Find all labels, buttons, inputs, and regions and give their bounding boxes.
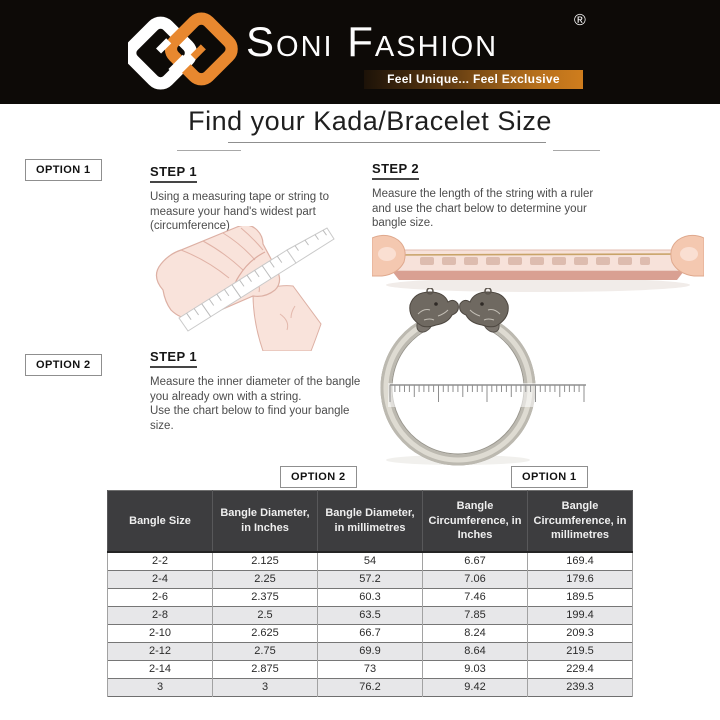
table-row: 2-4 2.25 57.2 7.06 179.6 xyxy=(107,569,633,589)
option2-step1-text: Measure the inner diameter of the bangle… xyxy=(150,376,361,432)
registered-trademark-symbol: ® xyxy=(574,12,586,29)
bangle-ruler-ticks xyxy=(389,385,585,402)
table-cell: 76.2 xyxy=(317,677,423,697)
option1-step2-heading: STEP 2 xyxy=(372,161,419,180)
table-cell: 2.375 xyxy=(212,587,318,607)
option1-step1-heading: STEP 1 xyxy=(150,164,197,183)
table-cell: 2.875 xyxy=(212,659,318,679)
chart-option2-label: OPTION 2 xyxy=(280,466,357,488)
table-cell: 66.7 xyxy=(317,623,423,643)
table-cell: 60.3 xyxy=(317,587,423,607)
table-cell: 239.3 xyxy=(527,677,633,697)
brand-tagline: Feel Unique... Feel Exclusive xyxy=(364,70,583,89)
table-cell: 7.85 xyxy=(422,605,528,625)
option2-step1-heading: STEP 1 xyxy=(150,349,197,368)
table-cell: 73 xyxy=(317,659,423,679)
table-cell: 69.9 xyxy=(317,641,423,661)
table-row: 2-8 2.5 63.5 7.85 199.4 xyxy=(107,605,633,625)
table-cell: 3 xyxy=(212,677,318,697)
kada-bangle-ruler-illustration xyxy=(380,288,588,466)
table-row: 2-2 2.125 54 6.67 169.4 xyxy=(107,551,633,571)
table-cell: 219.5 xyxy=(527,641,633,661)
table-cell: 7.06 xyxy=(422,569,528,589)
option1-step2-block: STEP 2 Measure the length of the string … xyxy=(372,160,667,231)
table-cell: 63.5 xyxy=(317,605,423,625)
table-cell: 3 xyxy=(107,677,213,697)
table-cell: 9.03 xyxy=(422,659,528,679)
table-row: 2-10 2.625 66.7 8.24 209.3 xyxy=(107,623,633,643)
header-row: Bangle Size Bangle Diameter, in Inches Ban… xyxy=(107,490,633,553)
table-cell: 2-2 xyxy=(107,551,213,571)
table-cell: 2-10 xyxy=(107,623,213,643)
table-cell: 54 xyxy=(317,551,423,571)
table-cell: 209.3 xyxy=(527,623,633,643)
chart-option1-label: OPTION 1 xyxy=(511,466,588,488)
column-header: Bangle Circumference, in millimetres xyxy=(527,490,633,553)
table-cell: 9.42 xyxy=(422,677,528,697)
table-row: 2-14 2.875 73 9.03 229.4 xyxy=(107,659,633,679)
option1-step2-text: Measure the length of the string with a … xyxy=(372,188,594,229)
size-chart-container: Bangle Size Bangle Diameter, in Inches Ban… xyxy=(107,490,633,697)
table-cell: 2-4 xyxy=(107,569,213,589)
table-cell: 199.4 xyxy=(527,605,633,625)
table-cell: 7.46 xyxy=(422,587,528,607)
table-row: 2-6 2.375 60.3 7.46 189.5 xyxy=(107,587,633,607)
table-cell: 2-6 xyxy=(107,587,213,607)
string-on-ruler-illustration xyxy=(372,234,704,292)
table-row: 3 3 76.2 9.42 239.3 xyxy=(107,677,633,697)
option1-step1-block: STEP 1 Using a measuring tape or string … xyxy=(150,163,375,234)
size-chart-table: Bangle Size Bangle Diameter, in Inches Ban… xyxy=(107,490,633,697)
table-cell: 2.5 xyxy=(212,605,318,625)
decorative-line xyxy=(553,150,600,151)
table-cell: 179.6 xyxy=(527,569,633,589)
brand-name: Soni Fashion xyxy=(246,18,499,65)
table-cell: 2-8 xyxy=(107,605,213,625)
soni-fashion-logo-icon xyxy=(128,12,238,90)
table-row: 2-12 2.75 69.9 8.64 219.5 xyxy=(107,641,633,661)
page-title: Find your Kada/Bracelet Size xyxy=(188,106,552,136)
table-cell: 2.25 xyxy=(212,569,318,589)
table-cell: 57.2 xyxy=(317,569,423,589)
table-cell: 8.24 xyxy=(422,623,528,643)
table-cell: 6.67 xyxy=(422,551,528,571)
table-cell: 229.4 xyxy=(527,659,633,679)
hand-measuring-tape-illustration xyxy=(155,226,335,351)
table-cell: 2.75 xyxy=(212,641,318,661)
table-cell: 8.64 xyxy=(422,641,528,661)
option2-step1-block: STEP 1 Measure the inner diameter of the… xyxy=(150,348,450,433)
brand-header: Soni Fashion ® Feel Unique... Feel Exclu… xyxy=(0,0,720,104)
table-cell: 2.625 xyxy=(212,623,318,643)
table-cell: 169.4 xyxy=(527,551,633,571)
table-cell: 2.125 xyxy=(212,551,318,571)
option1-step1-text: Using a measuring tape or string to meas… xyxy=(150,191,329,232)
decorative-line xyxy=(177,150,241,151)
column-header: Bangle Diameter, in Inches xyxy=(212,490,318,553)
table-cell: 189.5 xyxy=(527,587,633,607)
option2-label: OPTION 2 xyxy=(25,354,102,376)
option1-label: OPTION 1 xyxy=(25,159,102,181)
column-header: Bangle Size xyxy=(107,490,213,553)
table-cell: 2-12 xyxy=(107,641,213,661)
column-header: Bangle Diameter, in millimetres xyxy=(317,490,423,553)
title-underline xyxy=(228,142,546,143)
column-header: Bangle Circumference, in Inches xyxy=(422,490,528,553)
table-cell: 2-14 xyxy=(107,659,213,679)
